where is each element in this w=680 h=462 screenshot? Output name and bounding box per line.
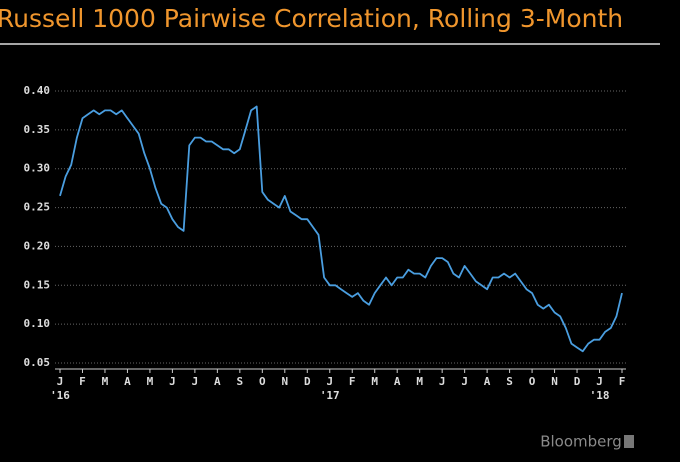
x-tick-label: M bbox=[416, 375, 423, 388]
x-tick-label: M bbox=[147, 375, 154, 388]
year-label: '16 bbox=[50, 389, 70, 402]
y-tick-label: 0.05 bbox=[24, 356, 51, 369]
source: Bloomberg bbox=[540, 433, 622, 451]
y-tick-label: 0.40 bbox=[24, 84, 51, 97]
x-tick-label: J bbox=[596, 375, 603, 388]
y-tick-label: 0.15 bbox=[24, 278, 51, 291]
x-tick-label: S bbox=[237, 375, 244, 388]
x-tick-label: J bbox=[326, 375, 333, 388]
x-tick-label: A bbox=[394, 375, 401, 388]
x-tick-label: J bbox=[169, 375, 176, 388]
x-tick-label: J bbox=[461, 375, 468, 388]
y-tick-label: 0.25 bbox=[24, 201, 51, 214]
year-label: '17 bbox=[320, 389, 340, 402]
x-tick-label: J bbox=[192, 375, 199, 388]
x-tick-label: D bbox=[304, 375, 311, 388]
x-tick-label: O bbox=[529, 375, 536, 388]
y-tick-label: 0.20 bbox=[24, 239, 51, 252]
logo-icon bbox=[624, 435, 634, 448]
x-tick-label: N bbox=[551, 375, 558, 388]
x-tick-label: A bbox=[484, 375, 491, 388]
x-tick-label: F bbox=[349, 375, 356, 388]
y-tick-label: 0.30 bbox=[24, 162, 51, 175]
x-tick-label: J bbox=[57, 375, 64, 388]
x-tick-label: M bbox=[371, 375, 378, 388]
x-tick-label: N bbox=[281, 375, 288, 388]
x-tick-label: F bbox=[619, 375, 626, 388]
x-tick-label: A bbox=[124, 375, 131, 388]
x-tick-label: O bbox=[259, 375, 266, 388]
y-tick-label: 0.10 bbox=[24, 317, 51, 330]
x-tick-label: J bbox=[439, 375, 446, 388]
x-tick-label: F bbox=[79, 375, 86, 388]
x-tick-label: D bbox=[574, 375, 581, 388]
x-tick-label: M bbox=[102, 375, 109, 388]
year-label: '18 bbox=[590, 389, 610, 402]
x-tick-label: A bbox=[214, 375, 221, 388]
y-tick-label: 0.35 bbox=[24, 123, 51, 136]
series-line bbox=[59, 105, 623, 353]
x-tick-label: S bbox=[506, 375, 513, 388]
chart-title: Russell 1000 Pairwise Correlation, Rolli… bbox=[0, 4, 623, 33]
